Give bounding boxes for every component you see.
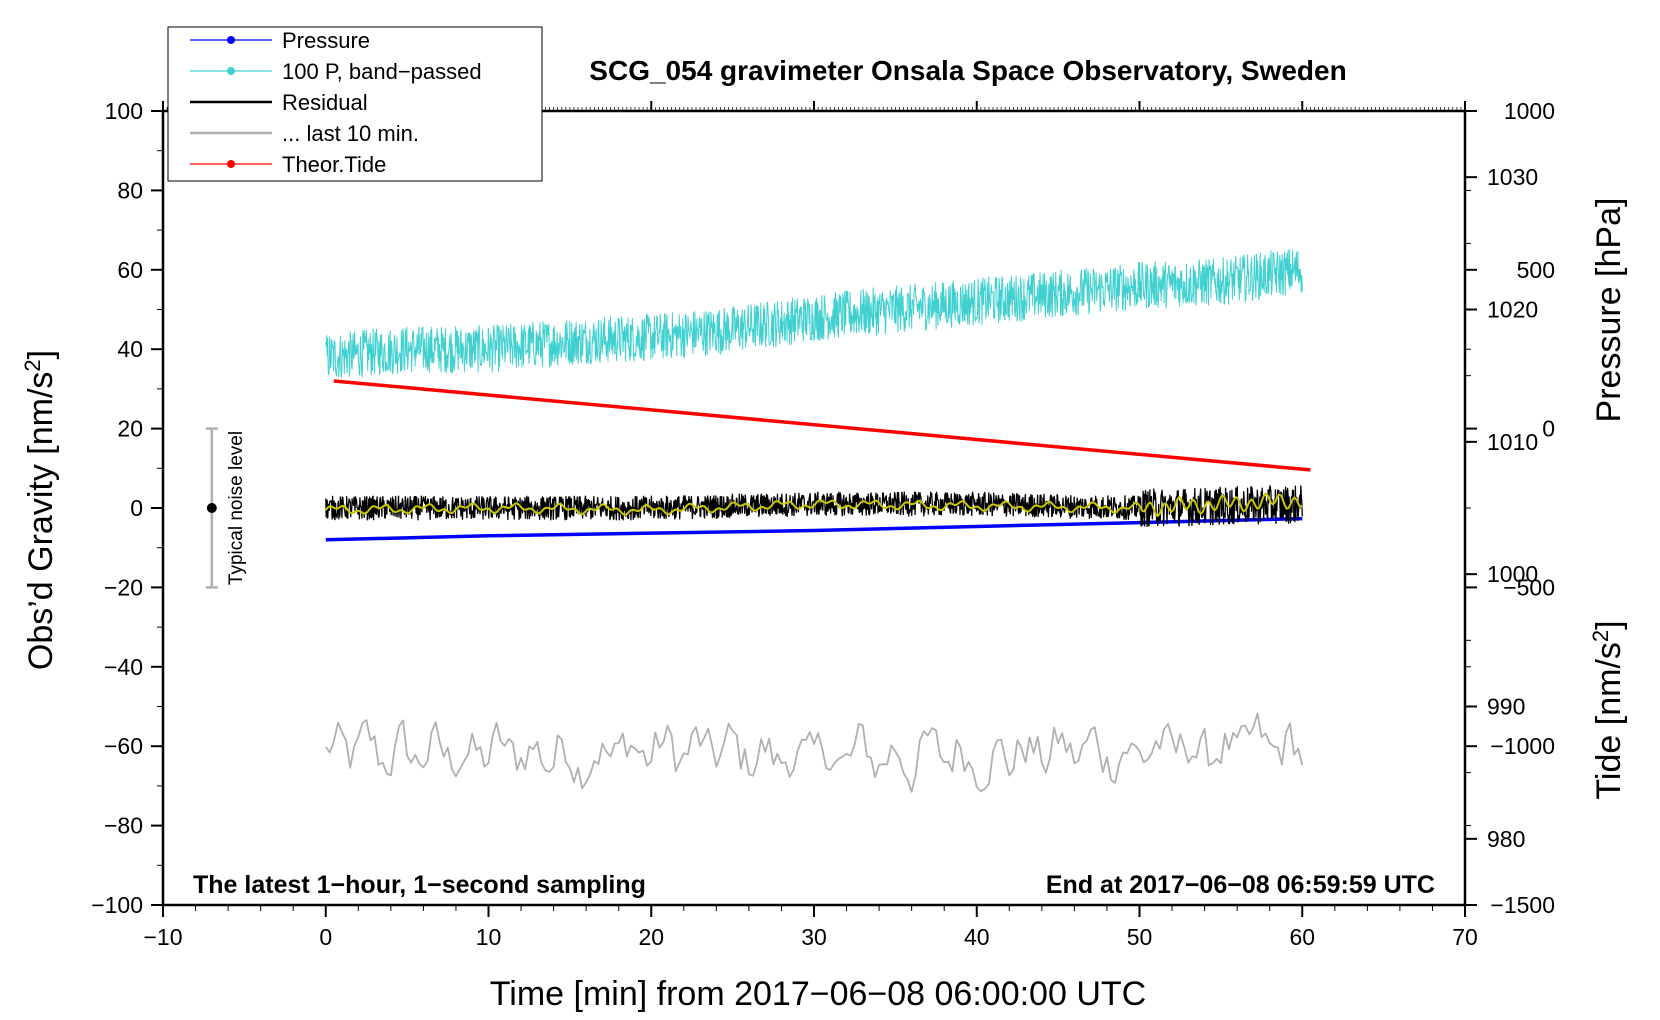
pressure-tick-label-4: 1020	[1487, 297, 1538, 323]
y-tick-label-6: 20	[117, 416, 143, 442]
series-line-theor-tide	[333, 379, 1311, 472]
series-line-residual-smoothed	[325, 492, 1303, 518]
x-tick-label-1: 0	[319, 924, 332, 950]
tide-axis-title: Tide [nm/s2]	[1588, 620, 1629, 799]
pressure-tick-label-0: 980	[1487, 826, 1525, 852]
x-tick-label-8: 70	[1452, 924, 1478, 950]
legend-marker-0	[227, 36, 235, 44]
pressure-tick-label-5: 1030	[1487, 164, 1538, 190]
tide-tick-label-4: 500	[1517, 257, 1555, 283]
legend-label-4: Theor.Tide	[282, 152, 386, 177]
y-tick-label-8: 60	[117, 257, 143, 283]
y-axis-title-sup: 2	[20, 359, 45, 371]
y-tick-label-9: 80	[117, 177, 143, 203]
tide-tick-label-1: −1000	[1490, 733, 1555, 759]
x-tick-label-2: 10	[476, 924, 502, 950]
y-tick-label-0: −100	[91, 892, 143, 918]
legend-box	[167, 26, 543, 182]
noise-bar-point	[206, 503, 217, 513]
tide-axis-title-main: Tide [nm/s	[1590, 642, 1628, 799]
y-axis-title-end: ]	[22, 350, 60, 359]
tick-labels: −10 0 10 20 30 40 50 60 70−100−80−60−40−20020406…	[91, 98, 1555, 950]
series-line-residual	[325, 485, 1303, 528]
y-tick-label-7: 40	[117, 336, 143, 362]
x-tick-label-6: 50	[1127, 924, 1153, 950]
y-tick-label-1: −80	[104, 813, 143, 839]
x-tick-label-0: −10	[143, 924, 182, 950]
legend-marker-1	[227, 67, 235, 75]
legend-label-1: 100 P, band−passed	[282, 59, 482, 84]
y-tick-label-3: −40	[104, 654, 143, 680]
x-tick-label-4: 30	[801, 924, 827, 950]
x-axis-title: Time [min] from 2017−06−08 06:00:00 UTC	[490, 975, 1146, 1013]
chart-title: SCG_054 gravimeter Onsala Space Observat…	[589, 55, 1346, 86]
tide-tick-label-5: 1000	[1504, 98, 1555, 124]
tide-tick-label-0: −1500	[1490, 892, 1555, 918]
x-tick-label-5: 40	[964, 924, 990, 950]
pressure-tick-label-1: 990	[1487, 694, 1525, 720]
series-line-pressure	[325, 516, 1303, 542]
y-tick-label-4: −20	[104, 574, 143, 600]
y-axis-title-main: Obs’d Gravity [nm/s	[22, 372, 60, 671]
y-axis-title-gravity: Obs’d Gravity [nm/s2]	[20, 350, 61, 670]
series-line-100-p-band-passed	[325, 249, 1303, 378]
pressure-axis-title: Pressure [hPa]	[1590, 198, 1628, 423]
y-tick-label-2: −60	[104, 733, 143, 759]
tide-tick-label-2: −500	[1503, 574, 1555, 600]
legend-marker-4	[227, 160, 235, 168]
series-line-last-10-min	[325, 712, 1304, 793]
x-tick-label-7: 60	[1289, 924, 1315, 950]
tide-tick-label-3: 0	[1542, 416, 1555, 442]
noise-bar: Typical noise level	[205, 427, 247, 589]
x-tick-label-3: 20	[638, 924, 664, 950]
y-tick-label-5: 0	[130, 495, 143, 521]
end-time-note: End at 2017−06−08 06:59:59 UTC	[1046, 871, 1435, 899]
pressure-tick-label-2: 1000	[1487, 561, 1538, 587]
pressure-tick-label-3: 1010	[1487, 429, 1538, 455]
legend: Pressure 100 P, band−passed Residual ... la…	[167, 26, 543, 182]
series-layer	[325, 249, 1311, 793]
tide-axis-title-end: ]	[1590, 620, 1628, 629]
plot-frame	[161, 109, 1467, 907]
legend-label-3: ... last 10 min.	[282, 121, 419, 146]
tide-axis-title-sup: 2	[1588, 630, 1613, 642]
y-tick-label-10: 100	[105, 98, 143, 124]
legend-label-2: Residual	[282, 90, 368, 115]
sampling-note: The latest 1−hour, 1−second sampling	[193, 871, 646, 899]
legend-label-0: Pressure	[282, 28, 370, 53]
noise-label: Typical noise level	[226, 431, 247, 585]
